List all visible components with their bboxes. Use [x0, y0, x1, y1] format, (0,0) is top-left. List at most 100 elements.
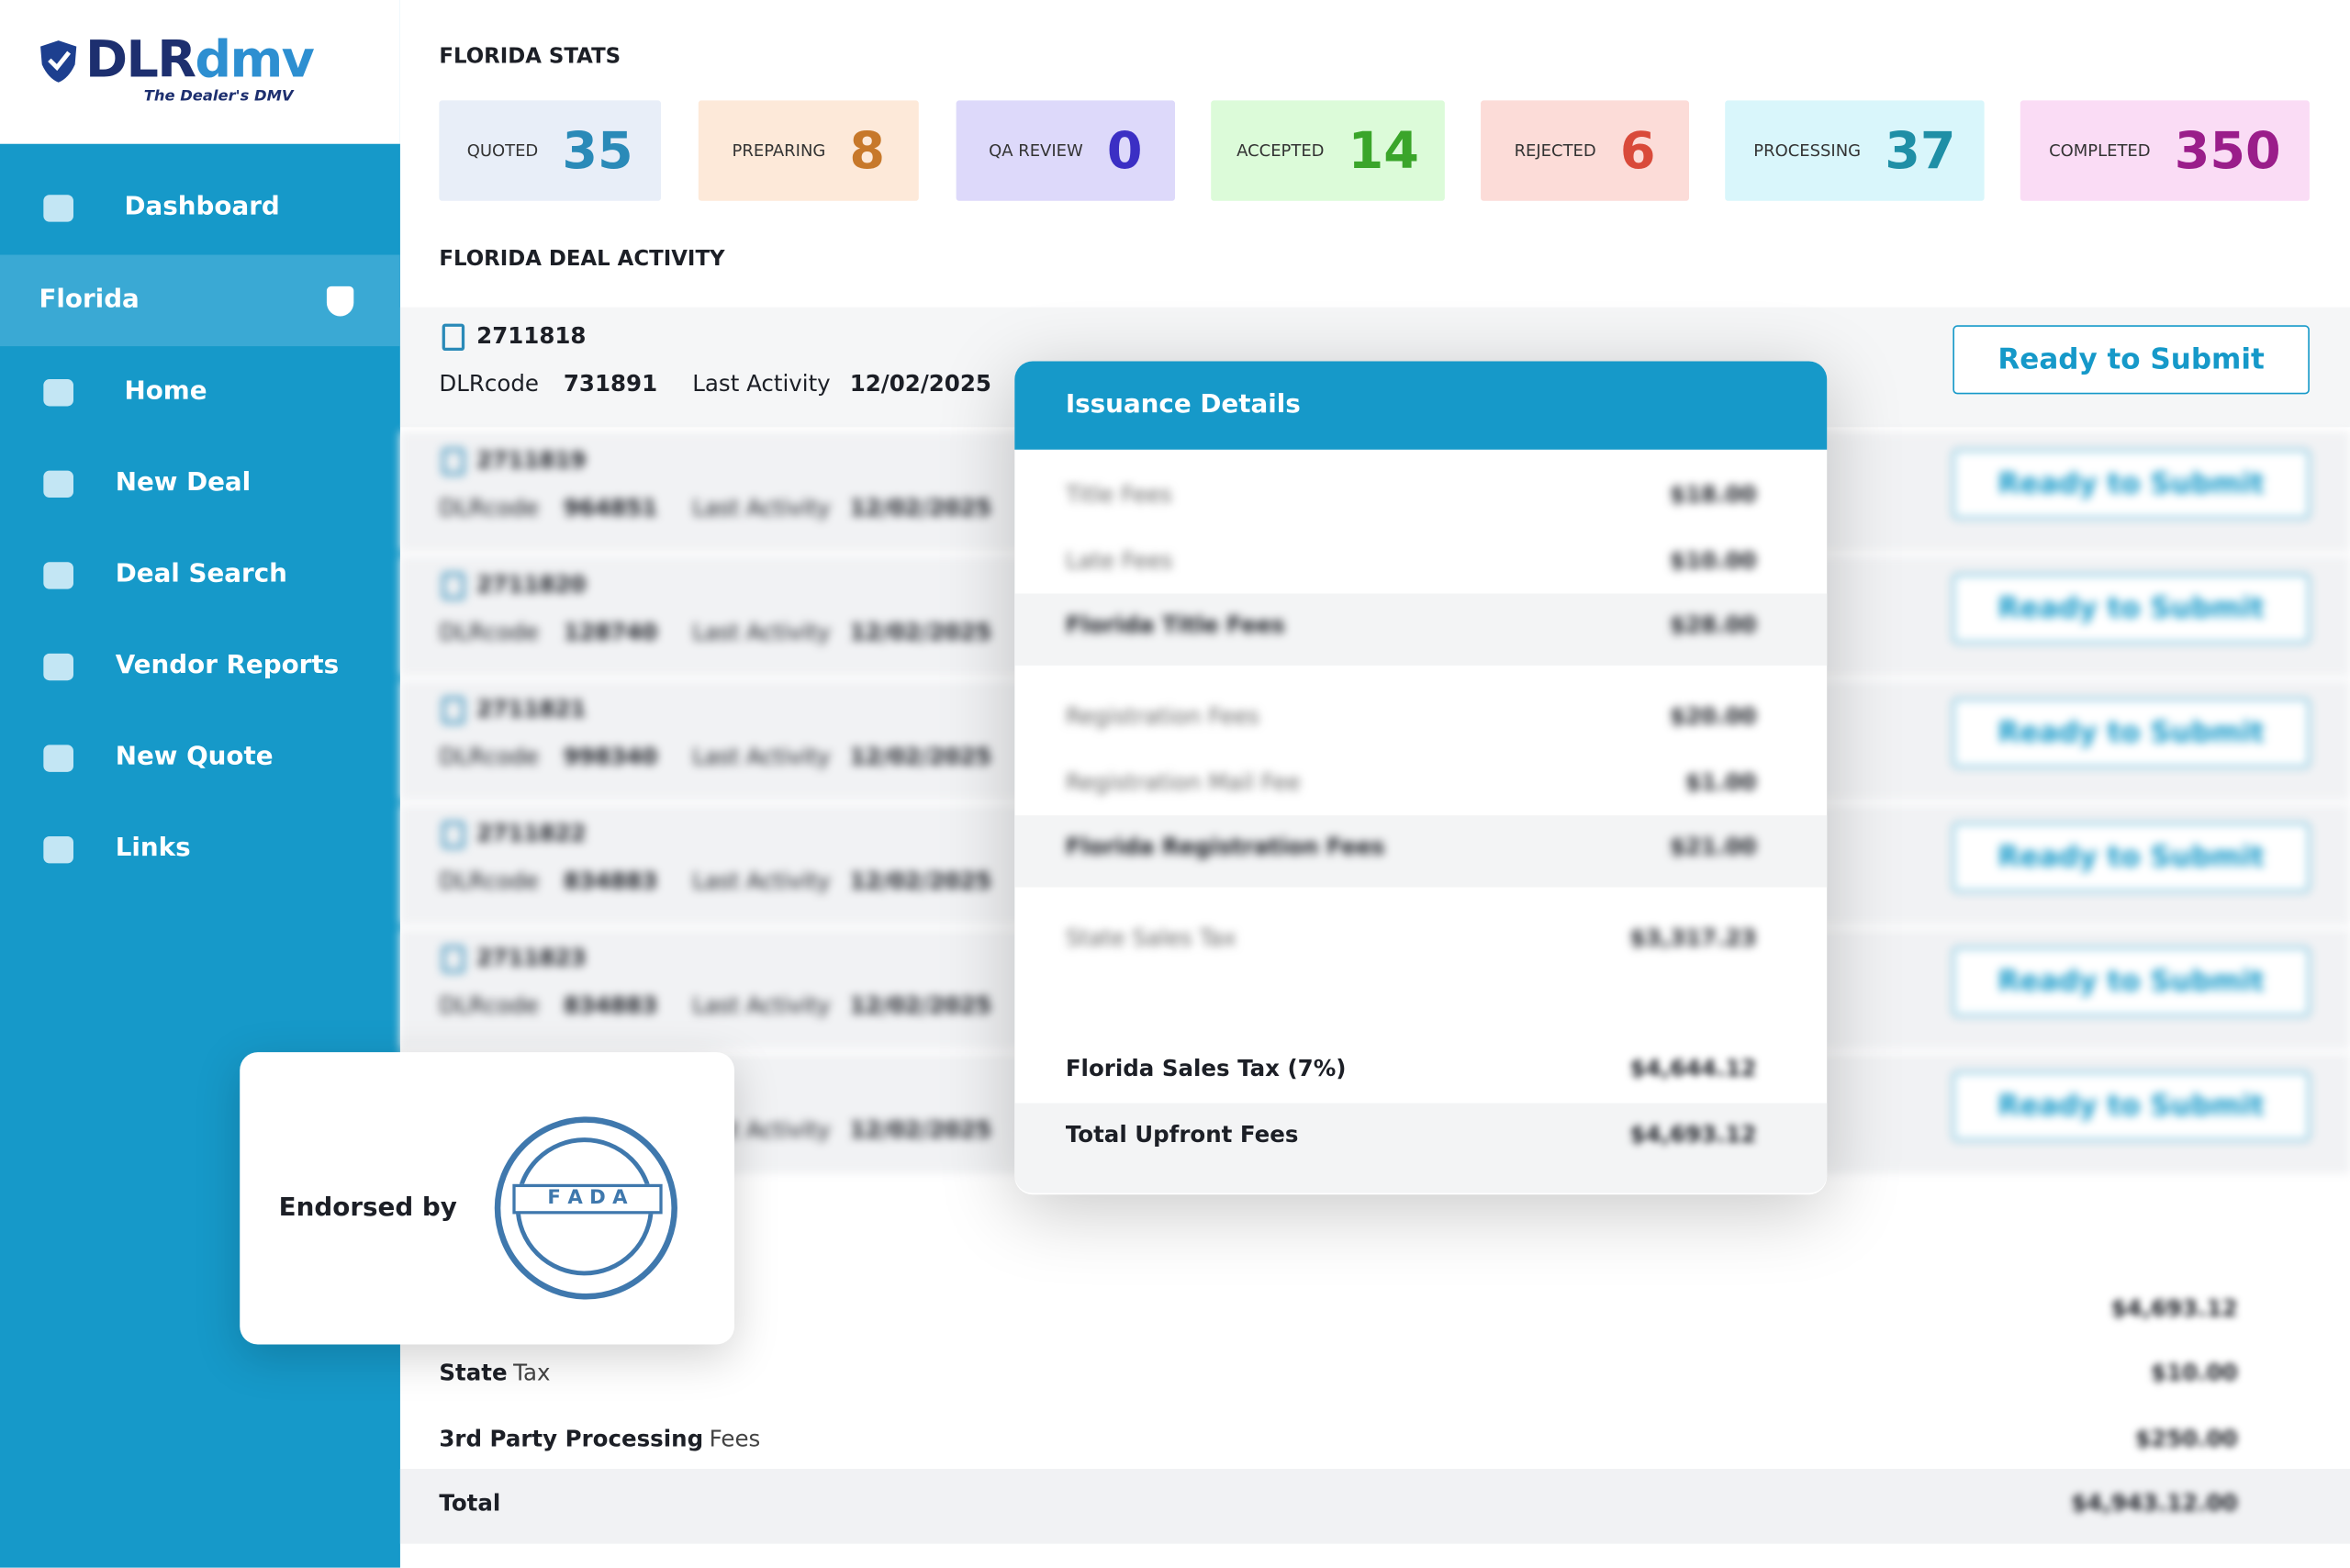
- issuance-title: Issuance Details: [1065, 389, 1301, 420]
- issuance-label: Florida Sales Tax (7%): [1065, 1055, 1347, 1082]
- stat-value: 37: [1885, 120, 1956, 181]
- stat-label: QA REVIEW: [989, 140, 1083, 161]
- stat-card: PROCESSING 37: [1725, 100, 1985, 201]
- deal-date: 12/02/2025: [849, 743, 991, 771]
- summary-label-rest: Tax: [513, 1359, 551, 1387]
- deal-icon: [442, 323, 465, 352]
- nav-item[interactable]: Dashboard: [124, 191, 280, 222]
- stat-label: ACCEPTED: [1237, 140, 1325, 161]
- issuance-label: State Sales Tax: [1065, 924, 1237, 952]
- stat-value: 14: [1348, 120, 1419, 181]
- summary-amount: $10.00: [2151, 1359, 2238, 1387]
- stat-label: QUOTED: [466, 140, 539, 161]
- status-button[interactable]: Ready to Submit: [1953, 325, 2310, 395]
- activity-label: Last Activity: [692, 743, 831, 771]
- nav-item[interactable]: Home: [124, 375, 207, 407]
- status-button[interactable]: Ready to Submit: [1953, 1071, 2310, 1141]
- summary-label-rest: Fees: [709, 1425, 761, 1453]
- issuance-header: [1014, 361, 1828, 450]
- activity-label: Last Activity: [692, 494, 831, 522]
- deal-date: 12/02/2025: [849, 619, 991, 646]
- status-button[interactable]: Ready to Submit: [1953, 698, 2310, 767]
- deal-code: 731891: [563, 370, 658, 398]
- stat-value: 35: [562, 120, 633, 181]
- nav-icon: [43, 836, 73, 864]
- status-button[interactable]: Ready to Submit: [1953, 946, 2310, 1016]
- stat-label: PROCESSING: [1753, 140, 1862, 161]
- issuance-amount: $20.00: [1669, 702, 1757, 731]
- nav-item[interactable]: Deal Search: [115, 558, 287, 589]
- stat-card: COMPLETED 350: [2020, 100, 2310, 201]
- logo: DLRdmv: [85, 29, 315, 90]
- deal-icon: [442, 697, 465, 724]
- activity-label: Last Activity: [692, 619, 831, 646]
- code-label: DLRcode: [439, 743, 539, 771]
- issuance-label: Late Fees: [1065, 546, 1173, 575]
- stat-value: 350: [2174, 120, 2281, 181]
- deal-code: 834883: [563, 868, 658, 895]
- deal-id: 2711819: [476, 446, 587, 474]
- status-button[interactable]: Ready to Submit: [1953, 449, 2310, 519]
- summary-label: 3rd Party Processing Fees: [439, 1426, 760, 1452]
- nav-active-icon: [326, 286, 354, 317]
- nav-icon: [43, 470, 73, 498]
- activity-label: Last Activity: [692, 868, 831, 895]
- activity-label: Last Activity: [692, 991, 831, 1020]
- deal-icon: [442, 448, 465, 476]
- deal-code: 128740: [563, 619, 658, 646]
- stat-label: COMPLETED: [2049, 140, 2151, 161]
- stat-value: 6: [1619, 120, 1656, 181]
- stat-value: 8: [849, 120, 886, 181]
- summary-amount: $250.00: [2134, 1425, 2238, 1453]
- nav-item[interactable]: Links: [115, 833, 191, 864]
- stat-card: PREPARING 8: [698, 100, 919, 201]
- code-label: DLRcode: [439, 991, 539, 1020]
- nav-icon: [43, 379, 73, 407]
- nav-item[interactable]: New Quote: [115, 742, 274, 772]
- nav-active[interactable]: Florida: [39, 285, 140, 315]
- deal-icon: [442, 821, 465, 849]
- code-label: DLRcode: [439, 619, 539, 646]
- deal-date: 12/02/2025: [849, 991, 991, 1020]
- issuance-shade: [1014, 1103, 1828, 1193]
- deal-id: 2711822: [476, 820, 587, 847]
- stat-value: 0: [1106, 120, 1143, 181]
- deal-date: 12/02/2025: [849, 494, 991, 522]
- deal-id: 2711820: [476, 571, 587, 599]
- endorsement-text: Endorsed by: [278, 1193, 457, 1224]
- activity-label: Last Activity: [692, 370, 831, 398]
- logo-a: DLR: [85, 29, 196, 90]
- status-button[interactable]: Ready to Submit: [1953, 823, 2310, 892]
- summary-amount: $4,693.12: [2110, 1294, 2238, 1322]
- code-label: DLRcode: [439, 494, 539, 522]
- tagline: The Dealer's DMV: [143, 88, 294, 106]
- fada-ring: [494, 1116, 677, 1300]
- issuance-amount: $18.00: [1669, 481, 1757, 509]
- deal-id: 2711821: [476, 695, 587, 722]
- deal-code: 964851: [563, 494, 658, 522]
- fada-label: F A D A: [512, 1183, 663, 1215]
- deal-date: 12/02/2025: [849, 370, 991, 398]
- deal-date: 12/02/2025: [849, 868, 991, 895]
- summary-total-bg: [399, 1468, 2350, 1544]
- deal-id: 2711823: [476, 944, 587, 971]
- deal-code: 834883: [563, 991, 658, 1020]
- deal-icon: [442, 572, 465, 600]
- issuance-shade: [1014, 815, 1828, 888]
- issuance-amount: $4,693.12: [1629, 1121, 1757, 1148]
- summary-label: Total: [439, 1490, 506, 1517]
- issuance-amount: $1.00: [1684, 768, 1757, 796]
- stat-card: QA REVIEW 0: [956, 100, 1175, 201]
- issuance-amount: $3,317.23: [1629, 924, 1757, 952]
- status-button[interactable]: Ready to Submit: [1953, 574, 2310, 644]
- issuance-amount: $28.00: [1669, 611, 1757, 639]
- nav-item[interactable]: Vendor Reports: [115, 650, 340, 681]
- stat-label: PREPARING: [732, 140, 826, 161]
- nav-item[interactable]: New Deal: [115, 467, 252, 498]
- issuance-label: Total Upfront Fees: [1065, 1121, 1299, 1148]
- summary-label-bold: Total: [439, 1489, 501, 1518]
- summary-amount: $4,943.12.00: [2071, 1489, 2238, 1518]
- stat-card: REJECTED 6: [1481, 100, 1689, 201]
- summary-label-bold: 3rd Party Processing: [439, 1425, 704, 1453]
